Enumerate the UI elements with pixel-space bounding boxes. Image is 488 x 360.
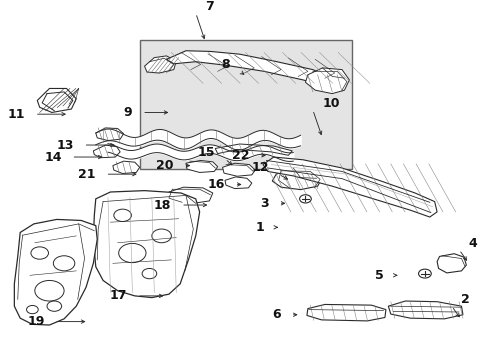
Text: 7: 7 <box>205 0 214 13</box>
Polygon shape <box>165 187 212 203</box>
Circle shape <box>418 269 430 278</box>
Polygon shape <box>37 89 76 112</box>
Circle shape <box>31 247 48 259</box>
Text: 20: 20 <box>156 159 173 172</box>
Polygon shape <box>387 301 462 319</box>
Text: 3: 3 <box>260 197 268 210</box>
Text: 2: 2 <box>461 293 469 306</box>
Text: 18: 18 <box>154 198 171 212</box>
Circle shape <box>35 280 64 301</box>
Text: 17: 17 <box>110 289 127 302</box>
Text: 12: 12 <box>251 161 268 174</box>
Polygon shape <box>263 157 436 217</box>
Circle shape <box>114 209 131 221</box>
Circle shape <box>26 306 38 314</box>
Circle shape <box>152 229 171 243</box>
Polygon shape <box>224 177 251 189</box>
Polygon shape <box>113 161 140 174</box>
Text: 1: 1 <box>255 221 264 234</box>
Polygon shape <box>222 163 255 176</box>
Text: 5: 5 <box>374 269 383 282</box>
Polygon shape <box>144 56 176 73</box>
Circle shape <box>53 256 75 271</box>
Text: 16: 16 <box>207 178 224 191</box>
Text: 22: 22 <box>231 149 249 162</box>
Text: 8: 8 <box>221 58 229 71</box>
Polygon shape <box>14 220 97 325</box>
Polygon shape <box>93 191 199 298</box>
Polygon shape <box>306 305 385 321</box>
Text: 15: 15 <box>197 146 215 159</box>
Text: 11: 11 <box>7 108 25 121</box>
Polygon shape <box>215 144 292 155</box>
Text: 21: 21 <box>78 168 96 181</box>
Polygon shape <box>93 145 120 158</box>
Text: 19: 19 <box>27 315 44 328</box>
Circle shape <box>299 195 311 203</box>
Circle shape <box>119 243 146 263</box>
Text: 14: 14 <box>44 150 61 163</box>
Polygon shape <box>96 128 123 140</box>
Polygon shape <box>272 168 322 190</box>
Circle shape <box>142 269 157 279</box>
Circle shape <box>47 301 61 311</box>
Polygon shape <box>436 254 466 273</box>
Text: 4: 4 <box>468 237 477 249</box>
Bar <box>140 40 351 169</box>
Polygon shape <box>305 68 348 94</box>
Text: 9: 9 <box>123 106 132 119</box>
Text: 10: 10 <box>322 97 339 110</box>
Text: 6: 6 <box>272 308 281 321</box>
Polygon shape <box>185 161 217 172</box>
Text: 13: 13 <box>56 139 74 152</box>
Polygon shape <box>166 51 331 87</box>
